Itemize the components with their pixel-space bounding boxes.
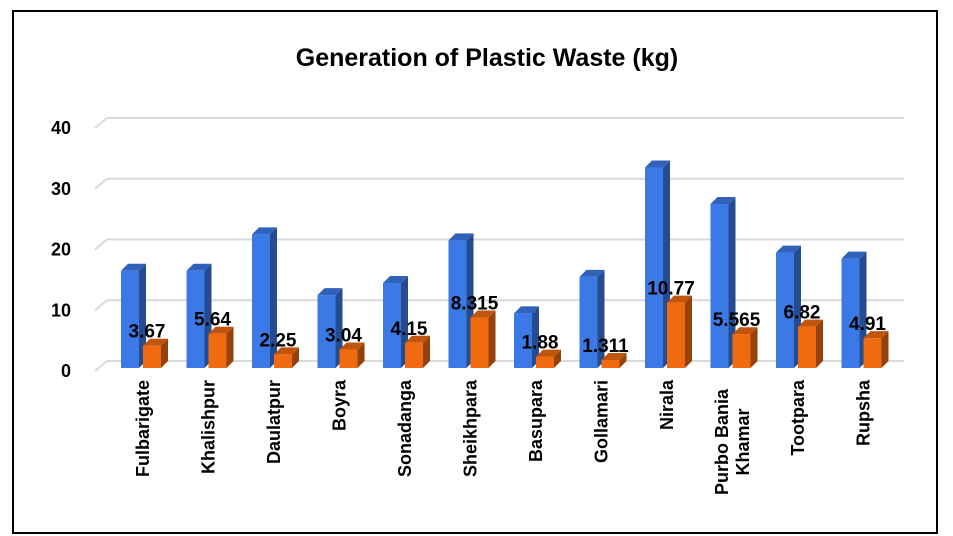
- bar-series-2: [274, 347, 299, 368]
- x-tick-label-line: Purbo Bania: [712, 388, 732, 495]
- x-tick-label-line: Daulatpur: [264, 380, 284, 464]
- bar-series-2: [405, 335, 430, 368]
- x-tick-label-line: Sonadanga: [395, 379, 415, 477]
- data-label: 4.15: [391, 319, 428, 340]
- bar-series-1: [383, 275, 408, 368]
- x-tick-label-line: Gollamari: [592, 380, 612, 463]
- bar-series-1: [252, 227, 277, 368]
- y-tick-label: 20: [51, 240, 71, 260]
- bar-series-2: [143, 338, 168, 368]
- data-label: 5.64: [194, 310, 231, 331]
- x-tick-label: Daulatpur: [264, 380, 284, 464]
- x-tick-label-line: Khalishpur: [199, 380, 219, 474]
- y-axis-ticks: 0 10 20 30 40: [51, 118, 71, 381]
- x-tick-label: Gollamari: [592, 380, 612, 463]
- x-tick-label: Purbo Bania Khamar: [712, 388, 753, 495]
- x-tick-label: Sonadanga: [395, 379, 415, 477]
- x-tick-label: Tootpara: [788, 379, 808, 456]
- data-label: 3.04: [325, 326, 362, 347]
- bar-series-2: [798, 319, 823, 368]
- bar-series-2: [732, 327, 758, 368]
- bar-series-2: [667, 295, 692, 368]
- x-tick-label-line: Basupara: [526, 379, 546, 462]
- bar-series-1: [317, 288, 343, 368]
- chart-frame: Generation of Plastic Waste (kg) 0 10 20 30…: [12, 10, 938, 534]
- gridline-side: [94, 360, 108, 372]
- data-label: 10.77: [647, 279, 695, 300]
- data-labels: 3.67 5.64 2.25 3.04 4.15 8.315 1.88 1.311 10.77 5…: [129, 279, 887, 357]
- bar-series-2: [339, 342, 365, 368]
- x-tick-label-line: Nirala: [657, 379, 677, 430]
- x-tick-label: Fulbarigate: [133, 380, 153, 477]
- data-label: 5.565: [713, 310, 761, 331]
- data-label: 8.315: [451, 293, 499, 314]
- bar-series-1: [710, 196, 736, 368]
- bar-series-2: [536, 349, 561, 368]
- x-tick-label: Boyra: [330, 379, 350, 431]
- bar-series-1: [776, 245, 801, 368]
- x-tick-label: Nirala: [657, 379, 677, 430]
- data-label: 3.67: [129, 322, 166, 343]
- chart-title: Generation of Plastic Waste (kg): [296, 44, 678, 72]
- gridline-side: [94, 238, 108, 251]
- gridlines: [94, 117, 904, 372]
- bar-series-1: [841, 251, 867, 368]
- data-label: 1.311: [582, 336, 629, 357]
- x-axis-ticks: Fulbarigate Khalishpur Daulatpur Boyra Sonad…: [133, 379, 874, 495]
- bar-series-1: [579, 269, 605, 368]
- x-tick-label-line: Sheikhpara: [461, 379, 481, 477]
- data-label: 1.88: [522, 333, 559, 354]
- data-label: 2.25: [260, 330, 297, 351]
- x-tick-label-line: Rupsha: [854, 379, 874, 446]
- x-tick-label-line: Fulbarigate: [133, 380, 153, 477]
- x-tick-label: Khalishpur: [199, 380, 219, 474]
- x-tick-label-line: Khamar: [733, 408, 753, 475]
- bar-series-2: [208, 326, 234, 368]
- bar-series: [121, 160, 889, 368]
- y-tick-label: 0: [61, 361, 71, 381]
- gridline-side: [94, 117, 108, 129]
- bar-series-1: [645, 160, 670, 368]
- gridline-side: [94, 177, 108, 190]
- y-tick-label: 40: [51, 118, 71, 138]
- chart-svg: Generation of Plastic Waste (kg) 0 10 20 30…: [51, 44, 904, 495]
- bar-series-2: [470, 310, 496, 368]
- gridline-side: [94, 299, 108, 312]
- bar-series-1: [121, 263, 146, 368]
- data-label: 6.82: [784, 303, 821, 324]
- x-tick-label: Rupsha: [854, 379, 874, 446]
- bar-series-2: [863, 331, 889, 368]
- data-label: 4.91: [849, 314, 886, 335]
- y-tick-label: 10: [51, 300, 71, 320]
- x-tick-label: Basupara: [526, 379, 546, 462]
- x-tick-label: Sheikhpara: [461, 379, 481, 477]
- x-tick-label-line: Boyra: [330, 379, 350, 431]
- x-tick-label-line: Tootpara: [788, 379, 808, 456]
- bar-series-1: [514, 306, 539, 368]
- y-tick-label: 30: [51, 179, 71, 199]
- bar-series-2: [601, 353, 627, 368]
